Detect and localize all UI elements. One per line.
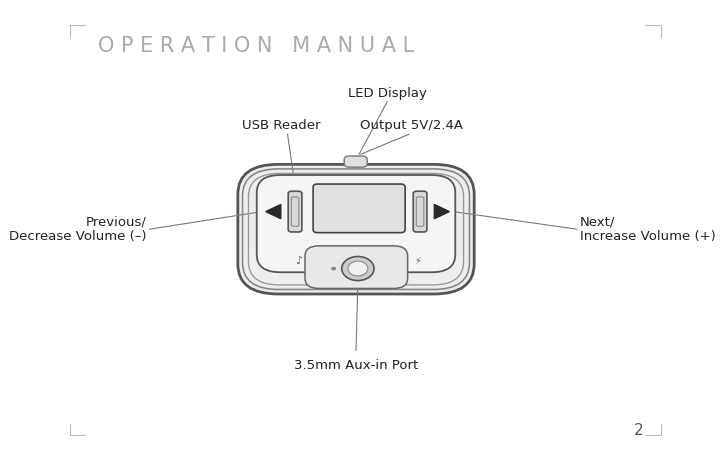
Polygon shape <box>434 205 450 219</box>
FancyBboxPatch shape <box>289 191 302 232</box>
Text: Next/
Increase Volume (+): Next/ Increase Volume (+) <box>580 215 716 243</box>
FancyBboxPatch shape <box>238 164 474 294</box>
Text: 2: 2 <box>634 423 644 438</box>
Circle shape <box>341 257 374 281</box>
Text: 3.5mm Aux-in Port: 3.5mm Aux-in Port <box>294 359 418 372</box>
Circle shape <box>331 267 336 270</box>
Text: ⚡: ⚡ <box>414 256 421 266</box>
FancyBboxPatch shape <box>344 156 367 167</box>
Text: Output 5V/2.4A: Output 5V/2.4A <box>360 119 463 132</box>
FancyBboxPatch shape <box>305 246 407 288</box>
Text: ♪: ♪ <box>294 256 302 266</box>
Text: O P E R A T I O N   M A N U A L: O P E R A T I O N M A N U A L <box>98 36 414 56</box>
FancyBboxPatch shape <box>413 191 427 232</box>
Circle shape <box>348 261 368 276</box>
Polygon shape <box>266 205 281 219</box>
Text: Previous/
Decrease Volume (–): Previous/ Decrease Volume (–) <box>9 215 146 243</box>
Text: USB Reader: USB Reader <box>242 119 320 132</box>
FancyBboxPatch shape <box>257 175 455 272</box>
Text: LED Display: LED Display <box>348 87 426 100</box>
FancyBboxPatch shape <box>313 184 405 232</box>
